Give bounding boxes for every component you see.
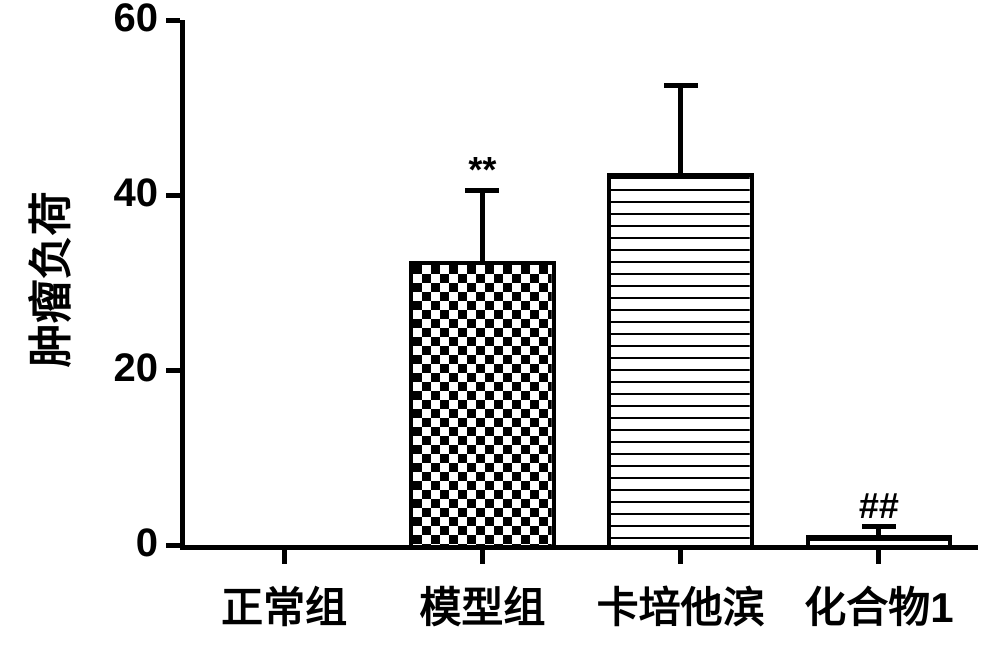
- y-tick-label: 40: [114, 171, 159, 216]
- y-tick: [166, 543, 180, 548]
- plot-area: [185, 20, 978, 545]
- y-tick-label: 20: [114, 346, 159, 391]
- error-bar: [480, 191, 485, 261]
- y-tick-label: 60: [114, 0, 159, 41]
- x-tick: [678, 550, 683, 564]
- tumor-burden-bar-chart: 肿瘤负荷 0 20 40 60 正常组模型组 ** 卡培他滨化合物1 ##: [0, 0, 1000, 658]
- y-tick-label: 0: [136, 521, 158, 566]
- x-tick-label: 卡培他滨: [582, 574, 780, 635]
- y-axis-label: 肿瘤负荷: [26, 16, 79, 541]
- error-bar: [678, 86, 683, 174]
- x-tick: [480, 550, 485, 564]
- x-tick-label: 正常组: [185, 574, 383, 635]
- significance-annotation: ##: [780, 485, 978, 527]
- x-tick: [876, 550, 881, 564]
- y-tick: [166, 193, 180, 198]
- x-tick: [282, 550, 287, 564]
- y-tick: [166, 368, 180, 373]
- x-tick-label: 模型组: [383, 574, 581, 635]
- x-tick-label: 化合物1: [780, 574, 978, 635]
- bar: [806, 535, 953, 545]
- y-axis: [180, 20, 185, 550]
- error-bar-cap: [664, 83, 698, 88]
- y-tick: [166, 18, 180, 23]
- x-axis: [180, 545, 978, 550]
- bar: [409, 261, 556, 545]
- bar: [607, 173, 754, 545]
- significance-annotation: **: [383, 149, 581, 191]
